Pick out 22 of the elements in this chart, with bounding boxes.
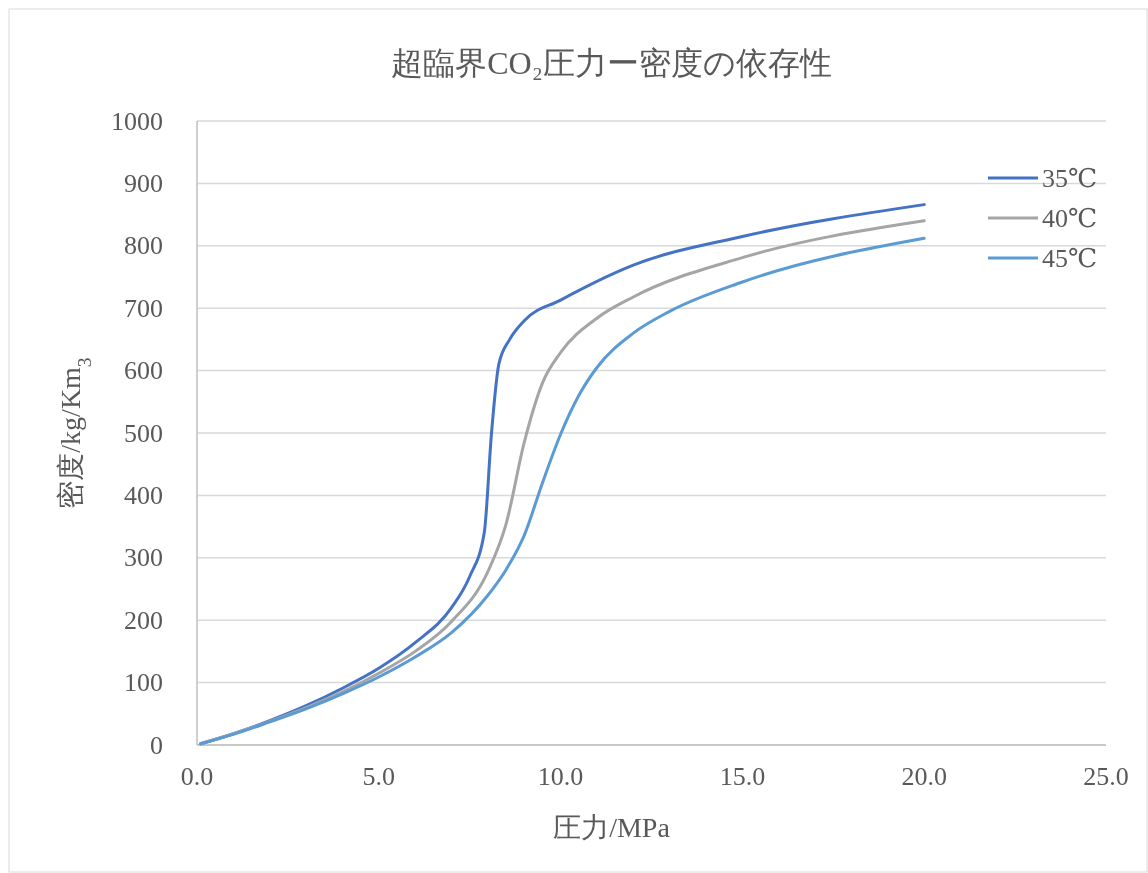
y-tick-label: 1000 <box>111 106 163 136</box>
x-tick-label: 0.0 <box>180 762 214 791</box>
legend-label: 40℃ <box>1042 203 1098 233</box>
y-tick-label: 700 <box>124 293 163 323</box>
y-tick-label: 800 <box>124 231 163 261</box>
x-tick-label: 5.0 <box>362 762 396 791</box>
y-tick-label: 500 <box>124 418 163 448</box>
y-tick-label: 200 <box>124 605 163 635</box>
x-tick-label: 20.0 <box>901 762 947 791</box>
x-tick-label: 25.0 <box>1083 762 1129 791</box>
legend-label: 45℃ <box>1042 243 1098 273</box>
x-tick-label: 15.0 <box>719 762 766 791</box>
legend-label: 35℃ <box>1042 163 1098 193</box>
y-tick-label: 300 <box>124 543 163 573</box>
x-tick-label: 10.0 <box>537 762 584 791</box>
x-axis-title: 圧力/MPa <box>553 812 671 843</box>
chart-title: 超臨界CO₂圧力ー密度の依存性 <box>391 45 832 81</box>
y-tick-label: 900 <box>124 168 163 198</box>
y-tick-label: 400 <box>124 480 163 510</box>
y-tick-label: 100 <box>124 668 163 698</box>
y-tick-label: 0 <box>150 730 163 760</box>
y-tick-label: 600 <box>124 356 163 386</box>
